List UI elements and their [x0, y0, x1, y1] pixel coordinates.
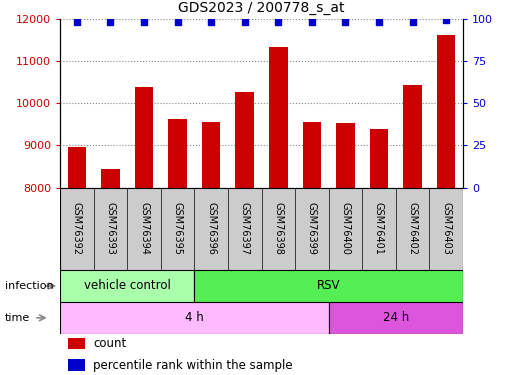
Text: 4 h: 4 h	[185, 311, 204, 324]
Title: GDS2023 / 200778_s_at: GDS2023 / 200778_s_at	[178, 1, 345, 15]
Text: vehicle control: vehicle control	[84, 279, 170, 292]
Text: infection: infection	[5, 281, 54, 291]
Text: GSM76396: GSM76396	[206, 202, 216, 255]
Bar	[135, 87, 153, 188]
Bar	[328, 302, 463, 334]
Bar	[195, 270, 463, 302]
Text: GSM76395: GSM76395	[173, 202, 183, 255]
Bar	[202, 122, 220, 188]
Bar	[60, 270, 195, 302]
Bar	[101, 170, 120, 188]
Text: RSV: RSV	[317, 279, 340, 292]
Bar	[235, 92, 254, 188]
Text: GSM76400: GSM76400	[340, 202, 350, 255]
Bar	[168, 119, 187, 188]
Bar	[68, 359, 85, 371]
Bar	[60, 302, 328, 334]
Text: GSM76393: GSM76393	[106, 202, 116, 255]
Text: GSM76394: GSM76394	[139, 202, 149, 255]
Text: GSM76399: GSM76399	[307, 202, 317, 255]
Text: GSM76397: GSM76397	[240, 202, 249, 255]
Text: percentile rank within the sample: percentile rank within the sample	[93, 358, 293, 372]
Bar	[336, 123, 355, 188]
Bar	[437, 35, 456, 188]
Bar	[303, 122, 321, 188]
Bar	[403, 85, 422, 188]
Bar	[68, 338, 85, 350]
Text: GSM76392: GSM76392	[72, 202, 82, 255]
Text: GSM76401: GSM76401	[374, 202, 384, 255]
Bar	[269, 48, 288, 188]
Text: GSM76402: GSM76402	[407, 202, 417, 255]
Bar	[370, 129, 388, 188]
Text: count: count	[93, 337, 127, 350]
Text: GSM76403: GSM76403	[441, 202, 451, 255]
Text: 24 h: 24 h	[383, 311, 409, 324]
Text: GSM76398: GSM76398	[274, 202, 283, 255]
Bar	[67, 147, 86, 188]
Text: time: time	[5, 313, 30, 323]
